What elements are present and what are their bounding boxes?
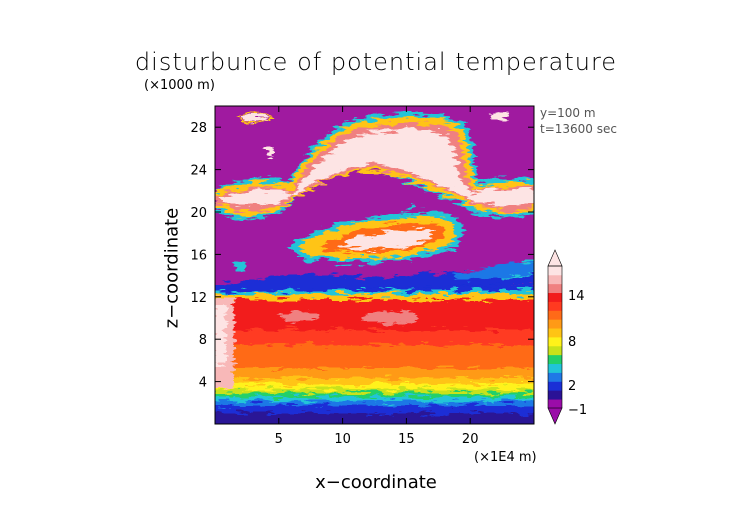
colorbar-tick-label: −1: [568, 403, 587, 418]
y-tick-label: 12: [190, 291, 207, 306]
heatmap-field: [215, 106, 534, 424]
annotation-y: y=100 m: [540, 106, 596, 120]
colorbar-swatch: [548, 266, 562, 276]
colorbar-swatch: [548, 363, 562, 373]
x-tick-label: 20: [462, 432, 479, 447]
colorbar-swatch: [548, 399, 562, 409]
x-tick-label: 15: [398, 432, 415, 447]
colorbar-swatch: [548, 390, 562, 400]
x-axis-ticks: 5 10 15 20: [275, 106, 479, 447]
y-tick-label: 20: [190, 206, 207, 221]
colorbar-swatch: [548, 328, 562, 338]
colorbar-swatch: [548, 319, 562, 329]
y-tick-label: 8: [199, 333, 207, 348]
colorbar-swatch: [548, 337, 562, 347]
y-tick-label: 24: [190, 164, 207, 179]
x-tick-label: 10: [334, 432, 351, 447]
colorbar-swatch: [548, 301, 562, 311]
colorbar-swatch: [548, 283, 562, 294]
annotation-time: t=13600 sec: [540, 122, 617, 136]
colorbar-frame: [547, 265, 563, 409]
colorbar-tick-label: 14: [568, 289, 585, 304]
y-tick-label: 4: [199, 376, 207, 391]
x-axis-label: x−coordinate: [315, 472, 437, 493]
y-axis-unit: (×1000 m): [144, 78, 215, 93]
colorbar-swatch: [548, 354, 562, 365]
colorbar-swatch: [548, 274, 562, 285]
y-tick-label: 28: [190, 121, 207, 136]
plot-frame: [214, 105, 535, 425]
x-axis-unit: (×1E4 m): [474, 450, 537, 465]
colorbar-swatch: [548, 310, 562, 320]
colorbar-swatch: [548, 345, 562, 356]
x-tick-label: 5: [275, 432, 283, 447]
colorbar-high-arrow: [547, 249, 563, 267]
colorbar-swatch: [548, 372, 562, 382]
colorbar-low-arrow: [547, 407, 563, 425]
colorbar-swatch: [548, 381, 562, 391]
colorbar-tick-label: 8: [568, 335, 576, 350]
colorbar-swatch: [548, 292, 562, 302]
y-tick-label: 16: [190, 248, 207, 263]
y-axis-ticks: 4 8 12 16 20 24 28: [190, 121, 534, 391]
colorbar-tick-label: 2: [568, 379, 576, 394]
chart-title: disturbunce of potential temperature: [134, 48, 618, 76]
colorbar: 14 8 2 −1: [547, 249, 587, 425]
